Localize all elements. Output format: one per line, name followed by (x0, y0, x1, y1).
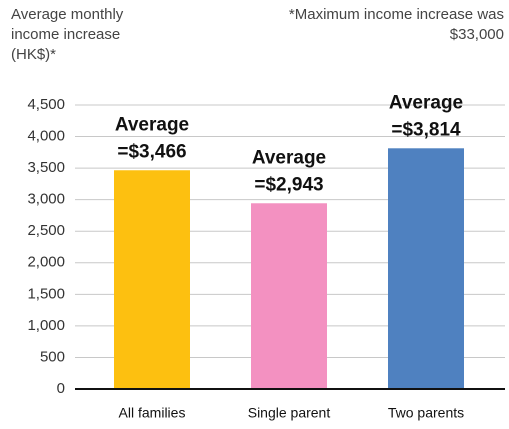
y-tick-label: 4,500 (27, 96, 65, 113)
x-tick-label: All families (119, 405, 186, 421)
y-tick-label: 500 (40, 348, 65, 365)
axis-title: Average monthly income increase (HK$)* (11, 6, 124, 63)
bar (388, 148, 464, 389)
y-tick-label: 4,000 (27, 128, 65, 145)
annotation: Average (389, 92, 463, 113)
bar (251, 203, 327, 389)
y-tick-label: 2,000 (27, 254, 65, 271)
x-tick-label: Two parents (388, 405, 464, 421)
value-label: =$3,466 (117, 141, 186, 162)
y-tick-label: 3,000 (27, 191, 65, 208)
note: *Maximum income increase was $33,000 (288, 6, 504, 43)
value-label: =$2,943 (254, 174, 323, 195)
bar (114, 170, 190, 389)
annotation: Average (115, 114, 189, 135)
annotation: Average (252, 147, 326, 168)
y-tick-label: 0 (57, 380, 65, 397)
y-tick-label: 1,000 (27, 317, 65, 334)
y-tick-label: 1,500 (27, 285, 65, 302)
y-tick-label: 2,500 (27, 222, 65, 239)
x-tick-label: Single parent (248, 405, 331, 421)
y-tick-label: 3,500 (27, 159, 65, 176)
value-label: =$3,814 (391, 119, 461, 140)
